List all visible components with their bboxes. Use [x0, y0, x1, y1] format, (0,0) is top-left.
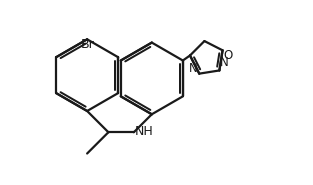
- Text: Br: Br: [80, 38, 94, 51]
- Text: O: O: [224, 49, 233, 62]
- Text: N: N: [220, 56, 229, 69]
- Text: N: N: [189, 62, 198, 75]
- Text: NH: NH: [135, 125, 153, 138]
